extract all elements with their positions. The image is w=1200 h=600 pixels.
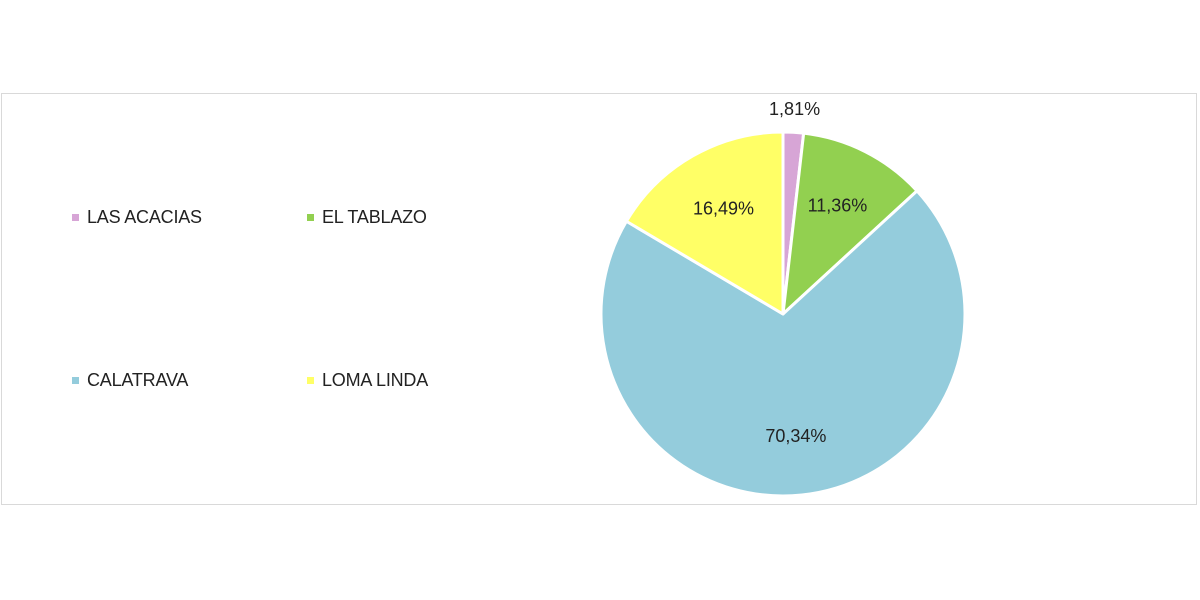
data-label-loma-linda: 16,49% bbox=[693, 198, 754, 218]
legend-item-calatrava: CALATRAVA bbox=[72, 370, 188, 391]
pie-chart: 1,81% 11,36% 70,34% 16,49% bbox=[599, 99, 967, 498]
legend-label-las-acacias: LAS ACACIAS bbox=[87, 207, 202, 227]
legend-item-loma-linda: LOMA LINDA bbox=[307, 370, 428, 391]
legend-swatch-las-acacias bbox=[72, 214, 79, 221]
data-label-las-acacias: 1,81% bbox=[769, 99, 820, 119]
legend-item-las-acacias: LAS ACACIAS bbox=[72, 207, 202, 228]
chart-legend: LAS ACACIAS EL TABLAZO CALATRAVA LOMA LI… bbox=[2, 94, 562, 504]
pie-slice-calatrava bbox=[599, 189, 967, 498]
pie-slice-loma-linda bbox=[624, 130, 785, 316]
legend-label-calatrava: CALATRAVA bbox=[87, 370, 189, 390]
chart-area: LAS ACACIAS EL TABLAZO CALATRAVA LOMA LI… bbox=[1, 93, 1197, 505]
legend-label-loma-linda: LOMA LINDA bbox=[322, 370, 429, 390]
legend-item-el-tablazo: EL TABLAZO bbox=[307, 207, 427, 228]
legend-swatch-calatrava bbox=[72, 377, 79, 384]
pie-slice-el-tablazo bbox=[781, 131, 919, 316]
data-label-calatrava: 70,34% bbox=[765, 426, 826, 446]
legend-swatch-loma-linda bbox=[307, 377, 314, 384]
data-label-el-tablazo: 11,36% bbox=[808, 196, 868, 216]
legend-swatch-el-tablazo bbox=[307, 214, 314, 221]
legend-label-el-tablazo: EL TABLAZO bbox=[322, 207, 427, 227]
